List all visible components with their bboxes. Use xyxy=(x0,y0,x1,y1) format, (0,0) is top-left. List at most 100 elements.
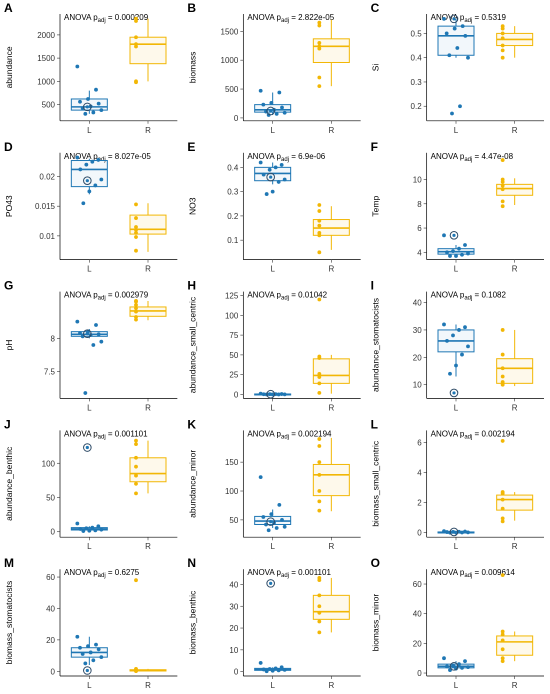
data-point-l xyxy=(94,642,98,647)
data-point-l xyxy=(274,111,279,116)
x-tick-label: L xyxy=(270,265,275,274)
data-point-l xyxy=(447,53,452,58)
y-tick-label: 60 xyxy=(413,580,422,589)
y-tick-label: 2000 xyxy=(37,31,55,40)
data-point-r xyxy=(317,46,322,51)
y-tick-label: 0.02 xyxy=(39,173,55,182)
data-point-l xyxy=(463,243,467,247)
data-point-l xyxy=(274,526,279,530)
data-point-l xyxy=(91,110,96,115)
y-tick-label: 100 xyxy=(225,311,239,320)
data-point-l xyxy=(466,665,470,669)
data-point-l xyxy=(442,529,446,534)
data-point-l xyxy=(75,319,80,324)
x-tick-label: L xyxy=(87,542,92,551)
x-tick-label: R xyxy=(328,542,334,551)
y-tick-label: 4 xyxy=(417,248,422,257)
data-point-l xyxy=(93,528,98,533)
data-point-l xyxy=(87,189,92,194)
data-point-r xyxy=(134,455,138,460)
data-point-l xyxy=(448,254,452,258)
box-r xyxy=(496,635,534,656)
panel-letter: B xyxy=(187,1,196,15)
y-tick-label: 500 xyxy=(225,85,239,94)
outlier-marker-l xyxy=(449,662,459,671)
y-tick-label: 0 xyxy=(51,667,56,676)
data-point-l xyxy=(269,101,274,105)
y-tick-label: 6 xyxy=(417,438,422,447)
data-point-r xyxy=(134,315,138,319)
data-point-r xyxy=(317,489,322,493)
data-point-r xyxy=(500,36,505,41)
y-axis-label: biomass_stomatocists xyxy=(4,581,14,665)
y-tick-label: 100 xyxy=(225,487,239,496)
y-tick-label: 0.2 xyxy=(227,212,239,221)
panel-a: A ANOVA padj = 0.000209 abundance 500 1000 15… xyxy=(4,1,178,135)
outlier-marker-l xyxy=(449,14,459,24)
data-point-l xyxy=(99,655,104,660)
data-point-r xyxy=(317,460,322,465)
data-point-l xyxy=(93,183,98,188)
data-point-l xyxy=(457,246,461,251)
data-point-l xyxy=(258,88,263,93)
x-tick-label: R xyxy=(512,265,518,274)
data-point-l xyxy=(261,392,266,397)
data-point-l xyxy=(258,475,263,480)
y-tick-label: 0.1 xyxy=(227,236,239,245)
panel-letter: H xyxy=(187,279,196,293)
data-point-r xyxy=(317,472,322,477)
data-point-r xyxy=(134,225,138,229)
x-tick-label: R xyxy=(512,542,518,551)
data-point-l xyxy=(444,31,449,36)
data-point-r xyxy=(500,366,505,371)
x-tick-label: R xyxy=(512,681,518,690)
data-point-r xyxy=(500,629,505,634)
outlier-point-l xyxy=(269,520,273,524)
data-point-l xyxy=(282,177,287,182)
y-tick-label: 20 xyxy=(413,353,422,362)
stat-annotation: ANOVA padj = 0.5319 xyxy=(431,13,507,24)
data-point-r xyxy=(317,604,322,609)
data-point-r xyxy=(134,216,138,220)
data-point-r xyxy=(317,75,322,80)
data-point-l xyxy=(267,667,272,671)
y-axis-label: biomass_small_centric xyxy=(371,440,381,527)
panel-c: C ANOVA padj = 0.5319 Si 0.2 0.3 0.4 0.5 L R xyxy=(371,1,544,135)
data-point-l xyxy=(81,201,86,206)
y-tick-label: 150 xyxy=(225,458,239,467)
data-point-l xyxy=(88,650,93,655)
x-tick-label: L xyxy=(454,542,459,551)
panel-letter: E xyxy=(187,140,195,154)
data-point-l xyxy=(90,525,95,530)
y-axis-label: abundance_small_centric xyxy=(187,296,197,393)
x-tick-label: R xyxy=(512,126,518,135)
x-tick-label: L xyxy=(87,265,92,274)
data-point-l xyxy=(466,55,470,60)
x-tick-label: R xyxy=(328,126,334,135)
panel-letter: C xyxy=(371,1,380,15)
y-axis-label: pH xyxy=(4,340,14,351)
data-point-r xyxy=(317,508,322,513)
panel-n: N ANOVA padj = 0.001101 biomass_benthic 0 10… xyxy=(187,556,361,690)
y-tick-label: 6 xyxy=(417,224,422,233)
y-tick-label: 20 xyxy=(229,624,238,633)
data-point-r xyxy=(500,26,505,31)
panel-g: G ANOVA padj = 0.002979 pH 7.5 8 L R xyxy=(4,279,178,412)
outlier-point-l xyxy=(85,179,89,183)
data-point-l xyxy=(466,344,470,349)
data-point-r xyxy=(134,669,138,674)
y-tick-label: 125 xyxy=(225,292,239,301)
data-point-r xyxy=(317,356,322,360)
panel-b: B ANOVA padj = 2.822e-05 biomass 0 500 1000 15… xyxy=(187,1,361,135)
data-point-r xyxy=(134,438,138,443)
stat-annotation: ANOVA padj = 0.01042 xyxy=(247,291,327,302)
x-tick-label: R xyxy=(145,126,151,135)
panel-letter: I xyxy=(371,279,374,293)
panel-letter: N xyxy=(187,556,196,570)
panel-f: F ANOVA padj = 4.47e-08 Temp 4 6 8 10 L R xyxy=(371,140,544,274)
y-axis-label: abundance_minor xyxy=(187,450,197,518)
data-point-r xyxy=(500,31,505,36)
data-point-l xyxy=(75,634,80,639)
data-point-r xyxy=(500,439,505,443)
